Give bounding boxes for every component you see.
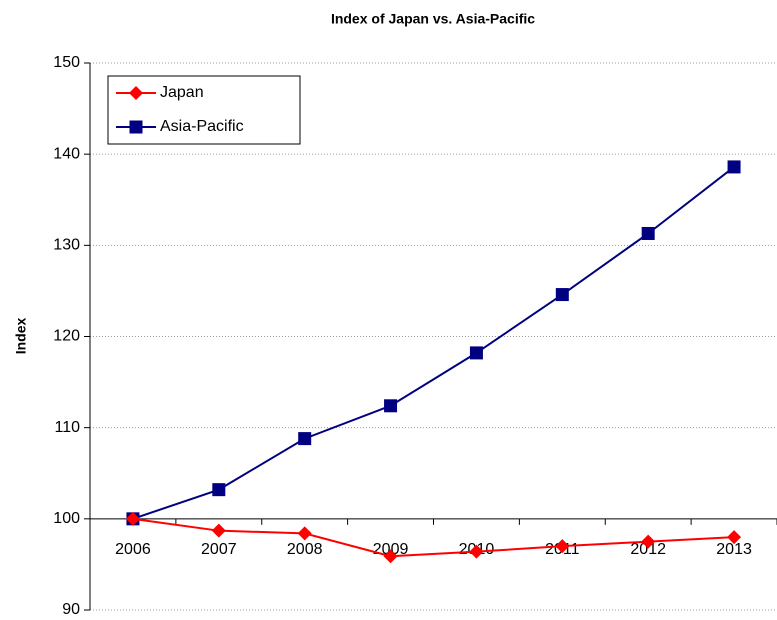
legend-label: Asia-Pacific: [160, 118, 244, 135]
point-marker: [641, 534, 656, 549]
point-marker: [383, 549, 398, 564]
series-line: [132, 166, 735, 520]
point-marker: [298, 432, 312, 446]
point-marker: [727, 530, 742, 545]
point-marker: [469, 544, 484, 559]
x-tick-label: 2012: [630, 541, 666, 558]
point-marker: [469, 346, 483, 360]
y-tick-label: 130: [53, 237, 80, 254]
point-marker: [125, 511, 140, 526]
series-line: [132, 517, 735, 558]
point-marker: [555, 288, 569, 302]
point-marker: [641, 226, 655, 240]
y-tick-label: 120: [53, 328, 80, 345]
x-tick-label: 2007: [201, 541, 237, 558]
point-marker: [384, 399, 398, 413]
y-axis-label: Index: [13, 318, 29, 355]
legend-label: Japan: [160, 84, 204, 101]
x-tick-label: 2008: [287, 541, 323, 558]
y-tick-label: 150: [53, 54, 80, 71]
x-tick-label: 2013: [716, 541, 752, 558]
y-tick-label: 140: [53, 145, 80, 162]
y-tick-label: 100: [53, 510, 80, 527]
x-tick-label: 2006: [115, 541, 151, 558]
point-marker: [212, 483, 226, 497]
point-marker: [297, 526, 312, 541]
legend-marker: [129, 120, 143, 134]
y-tick-label: 110: [54, 419, 80, 436]
legend-marker: [129, 86, 143, 100]
point-marker: [211, 523, 226, 538]
y-tick-label: 90: [62, 601, 80, 618]
point-marker: [727, 160, 741, 174]
chart-title: Index of Japan vs. Asia-Pacific: [331, 11, 535, 27]
point-marker: [555, 539, 570, 554]
